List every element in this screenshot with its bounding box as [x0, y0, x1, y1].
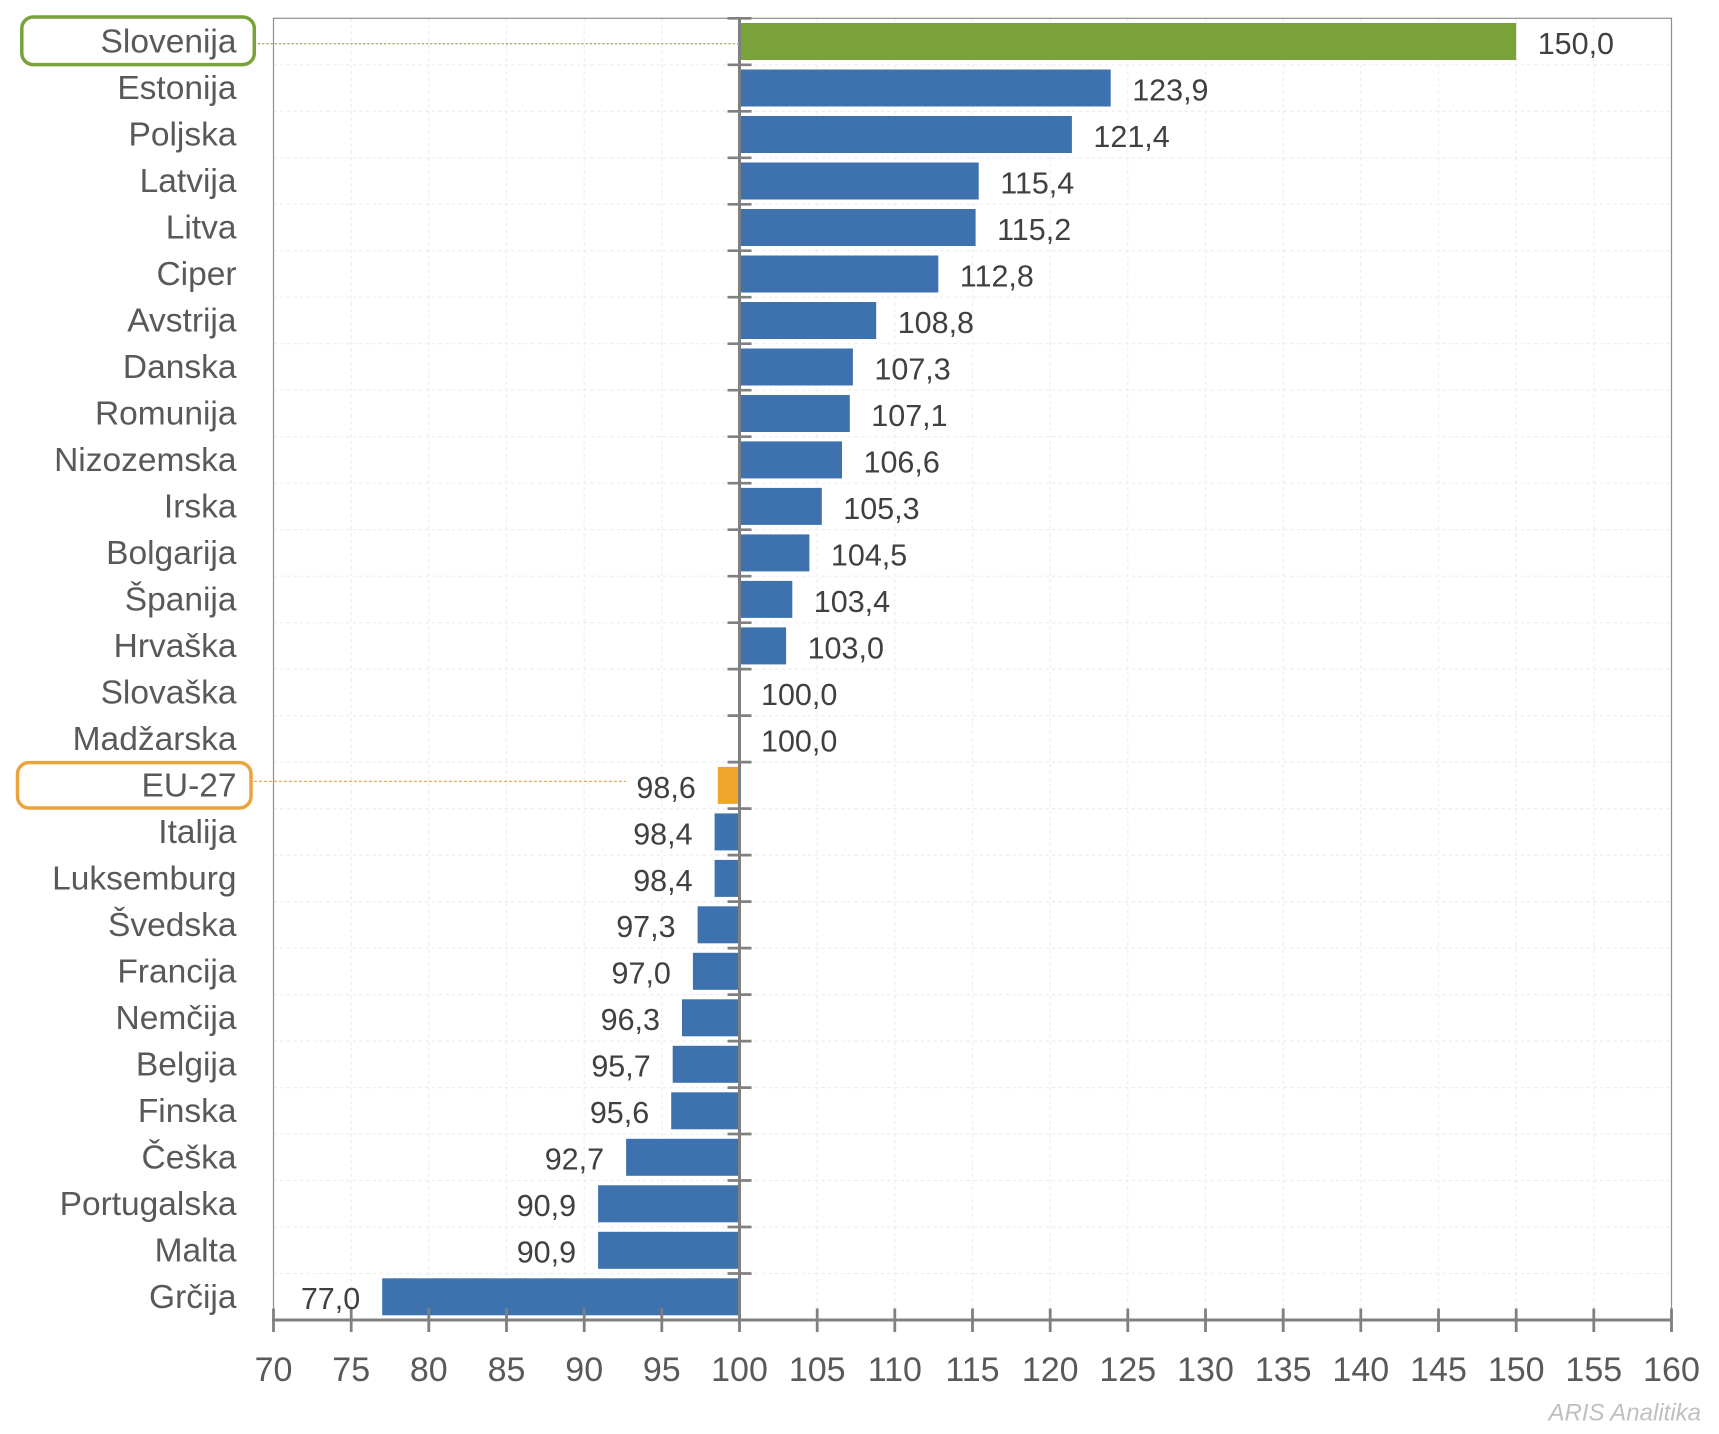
- svg-text:Grčija: Grčija: [149, 1279, 237, 1316]
- svg-text:Luksemburg: Luksemburg: [52, 861, 236, 898]
- svg-text:75: 75: [332, 1351, 370, 1389]
- svg-text:Poljska: Poljska: [129, 117, 237, 154]
- svg-text:130: 130: [1177, 1351, 1234, 1389]
- svg-text:95: 95: [643, 1351, 681, 1389]
- svg-text:125: 125: [1099, 1351, 1156, 1389]
- svg-text:103,0: 103,0: [808, 631, 884, 665]
- svg-text:98,6: 98,6: [636, 771, 695, 805]
- svg-text:Madžarska: Madžarska: [73, 721, 237, 758]
- svg-text:115: 115: [945, 1351, 999, 1389]
- svg-text:103,4: 103,4: [814, 585, 890, 619]
- svg-text:96,3: 96,3: [601, 1003, 660, 1037]
- svg-text:Slovaška: Slovaška: [101, 675, 237, 712]
- svg-text:145: 145: [1410, 1351, 1467, 1389]
- svg-text:155: 155: [1565, 1351, 1622, 1389]
- svg-text:115,2: 115,2: [997, 213, 1071, 247]
- svg-text:100: 100: [711, 1351, 768, 1389]
- svg-text:90: 90: [565, 1351, 603, 1389]
- svg-text:Hrvaška: Hrvaška: [114, 628, 237, 665]
- svg-text:150,0: 150,0: [1538, 27, 1614, 61]
- svg-text:95,6: 95,6: [590, 1096, 649, 1130]
- svg-text:120: 120: [1022, 1351, 1079, 1389]
- svg-text:77,0: 77,0: [301, 1282, 360, 1316]
- svg-text:97,3: 97,3: [616, 910, 675, 944]
- svg-text:Portugalska: Portugalska: [60, 1186, 237, 1223]
- svg-text:80: 80: [410, 1351, 448, 1389]
- svg-text:Češka: Češka: [142, 1139, 237, 1177]
- svg-text:Danska: Danska: [123, 349, 237, 386]
- svg-text:Avstrija: Avstrija: [127, 303, 237, 340]
- svg-text:100,0: 100,0: [761, 678, 837, 712]
- svg-text:121,4: 121,4: [1093, 120, 1169, 154]
- svg-text:Bolgarija: Bolgarija: [106, 535, 237, 572]
- svg-text:Slovenija: Slovenija: [101, 24, 237, 61]
- svg-text:Italija: Italija: [158, 814, 237, 851]
- svg-text:Švedska: Švedska: [108, 906, 237, 944]
- svg-text:123,9: 123,9: [1132, 73, 1208, 107]
- svg-text:Estonija: Estonija: [117, 70, 237, 107]
- svg-text:Ciper: Ciper: [156, 256, 236, 293]
- svg-text:85: 85: [488, 1351, 526, 1389]
- svg-text:98,4: 98,4: [633, 817, 692, 851]
- svg-text:105,3: 105,3: [843, 492, 919, 526]
- svg-text:ARIS Analitika: ARIS Analitika: [1546, 1400, 1701, 1427]
- svg-text:70: 70: [255, 1351, 293, 1389]
- svg-text:Latvija: Latvija: [140, 163, 237, 200]
- svg-text:140: 140: [1332, 1351, 1389, 1389]
- svg-text:90,9: 90,9: [517, 1189, 576, 1223]
- svg-text:105: 105: [789, 1351, 846, 1389]
- svg-text:Francija: Francija: [117, 954, 237, 991]
- svg-text:110: 110: [868, 1351, 922, 1389]
- svg-text:135: 135: [1255, 1351, 1312, 1389]
- svg-text:95,7: 95,7: [591, 1050, 650, 1084]
- svg-text:97,0: 97,0: [612, 957, 671, 991]
- svg-text:Irska: Irska: [164, 489, 237, 526]
- svg-text:Malta: Malta: [155, 1233, 237, 1270]
- svg-text:Litva: Litva: [166, 210, 237, 247]
- svg-text:EU-27: EU-27: [142, 768, 237, 805]
- svg-text:Finska: Finska: [138, 1093, 237, 1130]
- svg-text:90,9: 90,9: [517, 1236, 576, 1270]
- svg-text:104,5: 104,5: [831, 538, 907, 572]
- svg-text:150: 150: [1488, 1351, 1545, 1389]
- svg-text:Španija: Španija: [125, 581, 237, 619]
- svg-text:98,4: 98,4: [633, 864, 692, 898]
- svg-text:107,1: 107,1: [871, 399, 947, 433]
- svg-text:160: 160: [1643, 1351, 1700, 1389]
- svg-text:Belgija: Belgija: [136, 1047, 237, 1084]
- svg-text:100,0: 100,0: [761, 724, 837, 758]
- svg-text:Nizozemska: Nizozemska: [54, 442, 237, 479]
- svg-text:92,7: 92,7: [545, 1143, 604, 1177]
- svg-text:108,8: 108,8: [898, 306, 974, 340]
- svg-text:107,3: 107,3: [874, 352, 950, 386]
- svg-text:106,6: 106,6: [864, 445, 940, 479]
- svg-text:112,8: 112,8: [960, 259, 1034, 293]
- svg-text:115,4: 115,4: [1000, 166, 1074, 200]
- svg-text:Nemčija: Nemčija: [116, 1000, 237, 1037]
- svg-text:Romunija: Romunija: [95, 396, 237, 433]
